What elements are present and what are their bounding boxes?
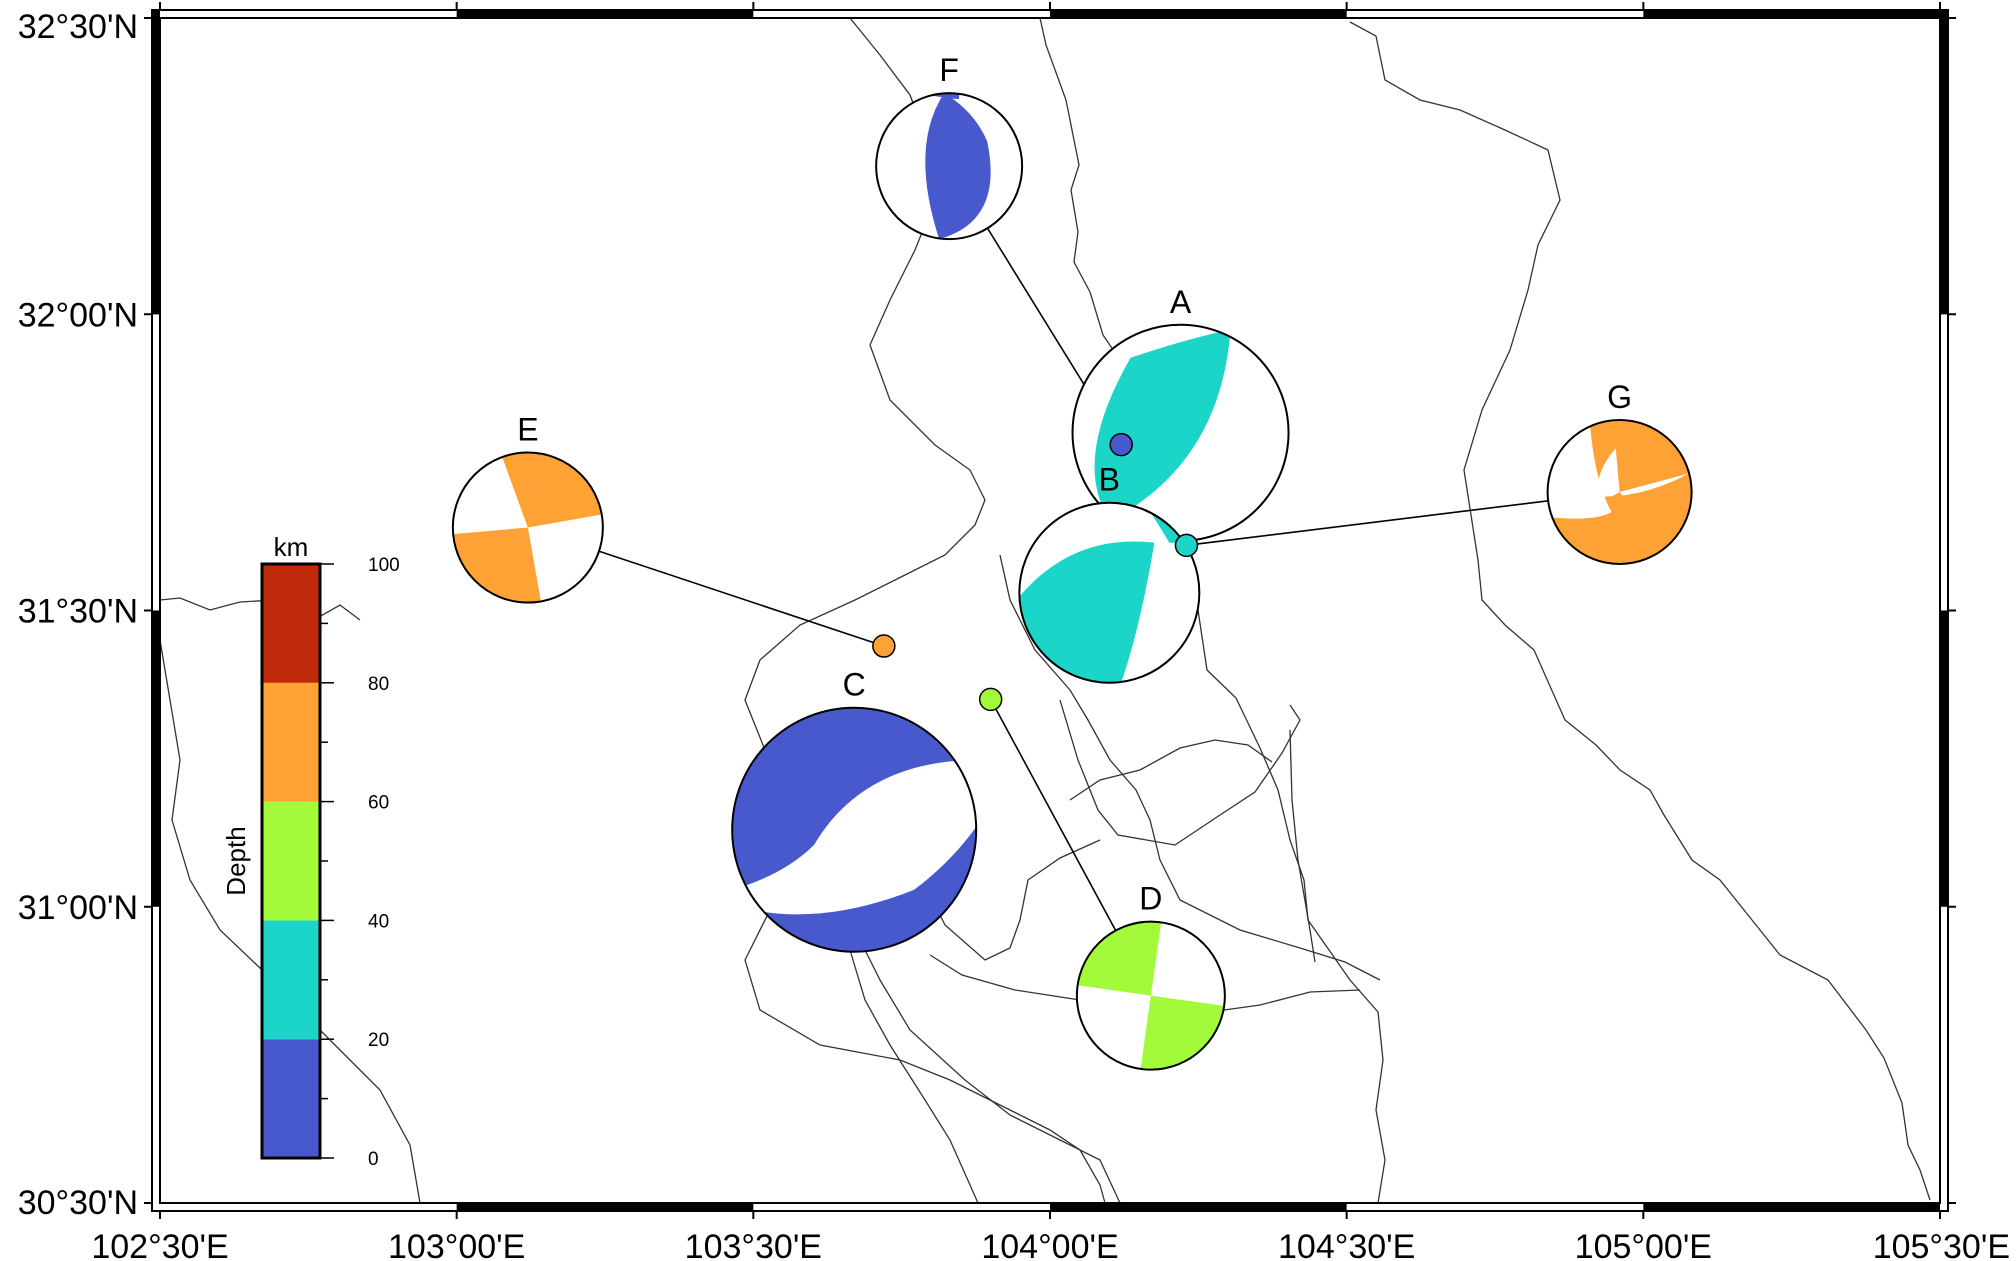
y-tick-label: 32°30'N bbox=[18, 8, 138, 46]
beachball: B bbox=[1018, 462, 1201, 684]
epicenter-dot bbox=[978, 687, 1003, 712]
boundary-line-7 bbox=[1289, 729, 1316, 963]
frame-block-top bbox=[456, 10, 754, 18]
y-tick-label: 31°00'N bbox=[18, 889, 138, 927]
colorbar-band bbox=[262, 801, 320, 921]
colorbar-tick-label: 100 bbox=[368, 555, 400, 576]
frame-block-top bbox=[1050, 10, 1347, 18]
compression-lobe bbox=[1547, 472, 1692, 564]
x-axis-ticks: 102°30'E 103°00'E 103°30'E 104°00'E 104°30'E… bbox=[91, 2, 2010, 1261]
event-label: D bbox=[1139, 881, 1162, 917]
colorbar-band bbox=[262, 1039, 320, 1158]
beachball: D bbox=[1075, 881, 1226, 1071]
x-tick-label: 103°00'E bbox=[388, 1228, 525, 1261]
compression-quadrant bbox=[452, 527, 542, 603]
boundary-line-2 bbox=[1349, 21, 1931, 1201]
colorbar-tick-label: 20 bbox=[368, 1030, 389, 1051]
colorbar-band bbox=[262, 920, 320, 1040]
event-label: B bbox=[1099, 462, 1120, 498]
colorbar-unit-label: km bbox=[274, 532, 309, 562]
frame-block-top bbox=[1643, 10, 1940, 18]
colorbar-tick-label: 60 bbox=[368, 793, 389, 814]
beachball: A bbox=[1071, 284, 1290, 542]
frame-block-left bbox=[152, 610, 160, 907]
boundary-line-12 bbox=[159, 597, 361, 626]
epicenter-dot bbox=[1174, 533, 1199, 558]
compression-area bbox=[732, 819, 977, 952]
frame-block-right bbox=[1940, 610, 1948, 907]
event-label: G bbox=[1607, 379, 1632, 415]
boundary-line-4 bbox=[999, 554, 1381, 981]
y-tick-label: 30°30'N bbox=[18, 1184, 138, 1222]
compression-quadrant bbox=[1613, 420, 1692, 492]
compression-area bbox=[925, 93, 991, 240]
colorbar-tick-label: 80 bbox=[368, 674, 389, 695]
boundary-lines bbox=[159, 17, 1931, 1204]
epicenter-dot bbox=[872, 634, 896, 658]
event-label: F bbox=[939, 52, 959, 88]
compression-quadrant bbox=[1140, 995, 1225, 1070]
event-label: E bbox=[517, 412, 538, 448]
beachball: G bbox=[1546, 379, 1693, 565]
colorbar-band bbox=[262, 564, 320, 683]
compression-quadrant bbox=[1076, 921, 1162, 996]
compression-area bbox=[1019, 541, 1155, 683]
y-axis-ticks: 30°30'N 31°00'N 31°30'N 32°00'N 32°30'N bbox=[18, 8, 1956, 1222]
boundary-line-6 bbox=[1069, 739, 1273, 801]
y-tick-label: 32°00'N bbox=[18, 296, 138, 334]
x-tick-label: 102°30'E bbox=[91, 1228, 228, 1261]
boundary-line-10 bbox=[859, 939, 1121, 1204]
x-tick-label: 105°30'E bbox=[1873, 1228, 2010, 1261]
focal-mechanisms: A B C D E F G bbox=[451, 52, 1693, 1071]
beachball-outline bbox=[1546, 419, 1693, 565]
x-tick-label: 104°30'E bbox=[1278, 1228, 1415, 1261]
frame-block-bottom bbox=[1050, 1203, 1347, 1211]
colorbar-band bbox=[262, 682, 320, 802]
boundary-line-5 bbox=[1059, 699, 1301, 846]
beachball-outline bbox=[875, 92, 1024, 241]
beachball-outline bbox=[451, 451, 604, 604]
x-tick-label: 103°30'E bbox=[685, 1228, 822, 1261]
x-tick-label: 105°00'E bbox=[1575, 1228, 1712, 1261]
colorbar-ticks: 0 20 40 60 80 100 bbox=[320, 555, 400, 1170]
frame-block-bottom bbox=[456, 1203, 754, 1211]
compression-area bbox=[732, 707, 977, 890]
colorbar-tick-label: 0 bbox=[368, 1149, 379, 1170]
event-label: C bbox=[843, 667, 866, 703]
frame-block-left bbox=[152, 10, 160, 315]
colorbar-bands bbox=[262, 564, 320, 1158]
colorbar-title: Depth bbox=[221, 826, 251, 895]
colorbar-tick-label: 40 bbox=[368, 911, 389, 932]
x-tick-label: 104°00'E bbox=[981, 1228, 1118, 1261]
frame-checkers bbox=[152, 10, 1948, 1211]
depth-colorbar: 0 20 40 60 80 100 km Depth bbox=[221, 532, 400, 1170]
epicenter-dot bbox=[1109, 432, 1133, 457]
boundary-line-11 bbox=[849, 949, 979, 1204]
y-tick-label: 31°30'N bbox=[18, 593, 138, 631]
boundary-line-8 bbox=[934, 839, 1101, 961]
boundary-line-13 bbox=[159, 639, 421, 1204]
frame-block-right bbox=[1940, 10, 1948, 315]
frame-block-bottom bbox=[1643, 1203, 1940, 1211]
compression-area bbox=[1094, 329, 1231, 521]
boundary-line-3 bbox=[744, 17, 1106, 1204]
epicenter-markers bbox=[872, 432, 1199, 712]
beachball-outline bbox=[731, 706, 978, 953]
beachball: F bbox=[875, 52, 1024, 241]
beachball: C bbox=[731, 667, 978, 953]
beachball: E bbox=[451, 412, 604, 604]
beachball-outline bbox=[1075, 920, 1226, 1071]
beachball-outline bbox=[1018, 501, 1201, 684]
event-label: A bbox=[1170, 284, 1192, 320]
